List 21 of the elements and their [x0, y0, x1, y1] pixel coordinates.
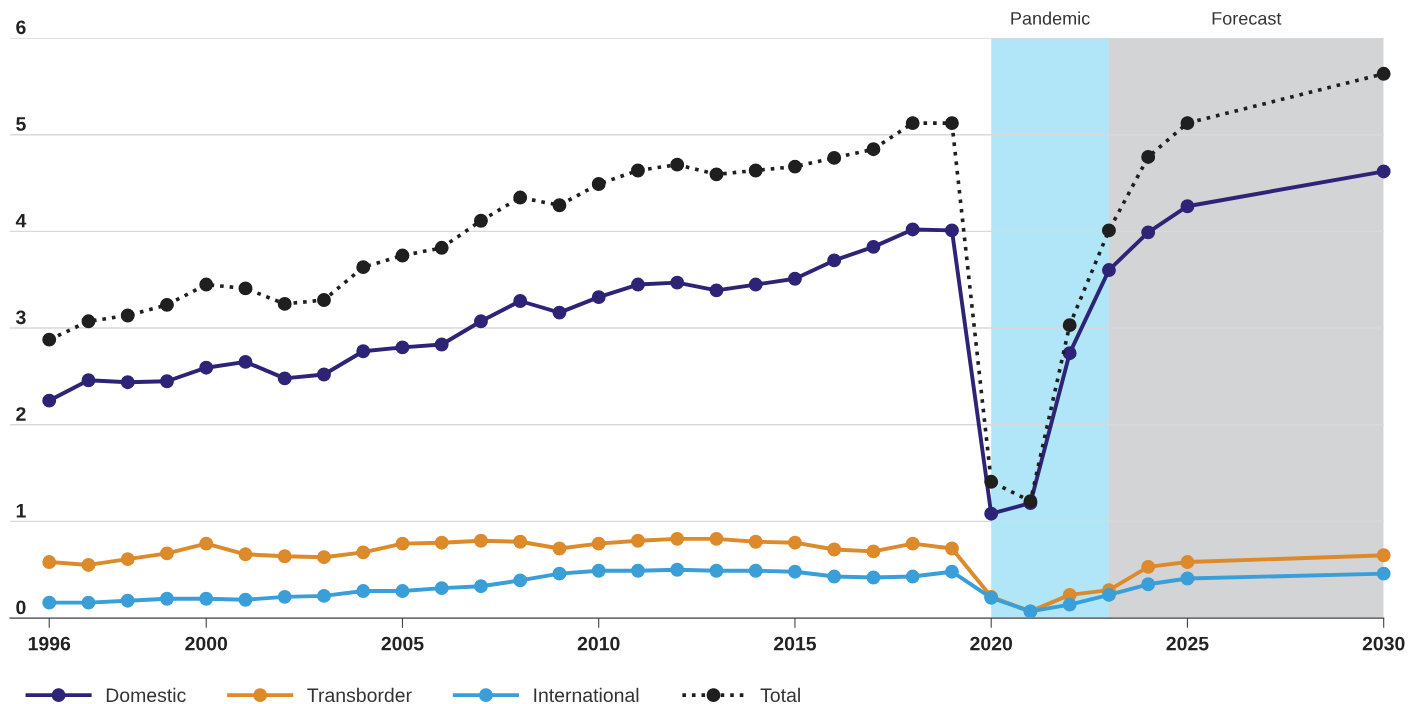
- x-tick-label: 2025: [1166, 636, 1209, 651]
- band-label: Pandemic: [1011, 11, 1090, 25]
- y-tick-label: 3: [15, 310, 26, 325]
- x-tick-label: 2000: [185, 636, 228, 651]
- y-tick-label: 5: [16, 117, 26, 131]
- x-tick-label: 2015: [774, 636, 817, 651]
- x-tick-label: 2010: [577, 636, 620, 651]
- legend-label: Domestic: [106, 687, 186, 703]
- legend-label: Total: [760, 687, 800, 703]
- y-tick-label: 0: [16, 600, 26, 615]
- x-tick-label: 2030: [1362, 636, 1405, 651]
- legend-label: Transborder: [307, 687, 412, 703]
- band-label: Forecast: [1212, 12, 1282, 25]
- legend-label: International: [534, 687, 639, 703]
- x-tick-label: 2020: [970, 636, 1013, 651]
- y-tick-label: 4: [15, 213, 27, 228]
- x-tick-label: 2005: [381, 636, 424, 651]
- x-tick-label: 1996: [28, 636, 71, 651]
- y-tick-label: 1: [16, 504, 26, 518]
- y-tick-label: 6: [16, 20, 26, 35]
- y-tick-label: 2: [16, 407, 26, 421]
